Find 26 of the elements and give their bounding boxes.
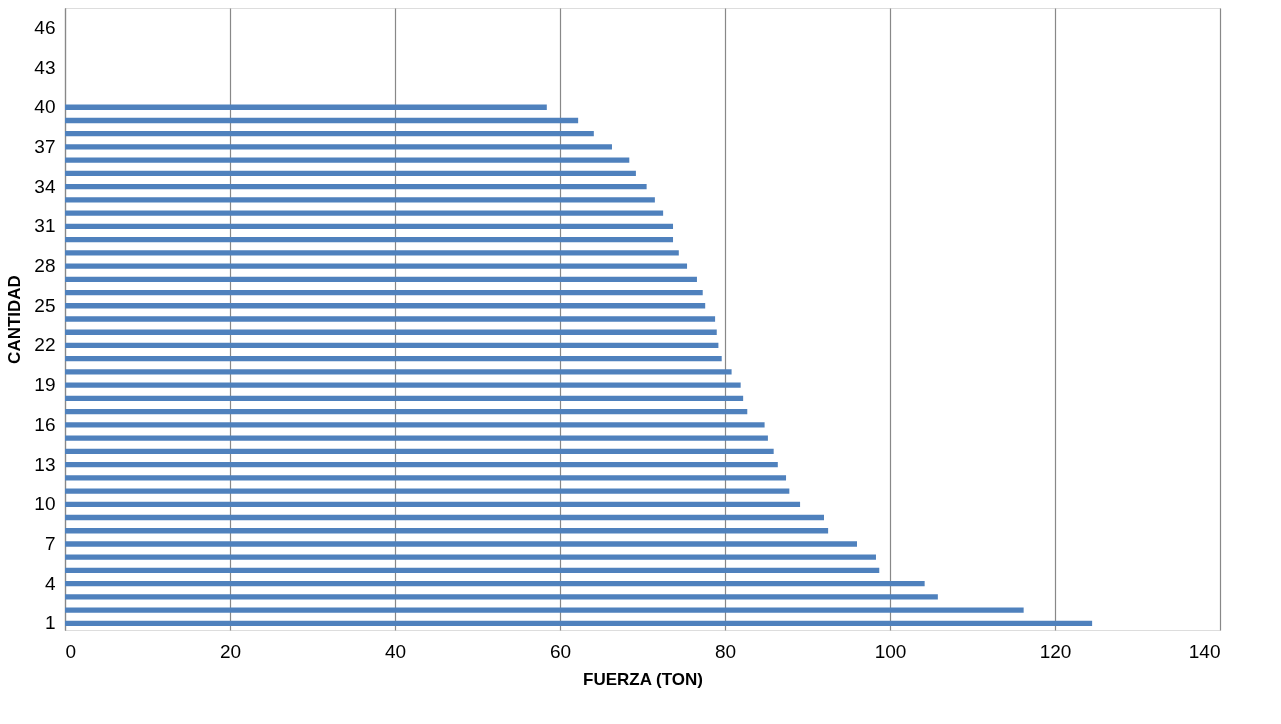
y-tick-label: 4: [44, 572, 56, 594]
y-tick-label: 43: [34, 56, 56, 78]
x-tick-label: 60: [549, 640, 572, 662]
y-tick-label: 34: [34, 175, 56, 197]
x-tick-label: 120: [1039, 640, 1072, 662]
y-tick-label: 13: [34, 453, 56, 475]
x-tick-label: 0: [65, 640, 77, 662]
y-tick-label: 10: [34, 493, 56, 515]
x-tick-label: 40: [384, 640, 407, 662]
y-tick-label: 28: [34, 255, 56, 277]
x-axis-title: FUERZA (TON): [583, 669, 703, 689]
y-tick-label: 19: [34, 374, 56, 396]
y-tick-label: 1: [44, 612, 56, 634]
y-tick-label: 40: [34, 96, 56, 118]
y-tick-label: 46: [34, 16, 56, 38]
y-tick-label: 7: [44, 532, 56, 554]
y-tick-label: 25: [34, 294, 56, 316]
x-tick-label: 140: [1188, 640, 1221, 662]
x-tick-label: 100: [874, 640, 907, 662]
y-tick-label: 16: [34, 413, 56, 435]
y-tick-label: 37: [34, 135, 56, 157]
y-tick-label: 22: [34, 334, 56, 356]
x-tick-label: 20: [219, 640, 242, 662]
y-axis-title: CANTIDAD: [5, 275, 25, 364]
y-tick-label: 31: [34, 215, 56, 237]
x-tick-label: 80: [714, 640, 737, 662]
